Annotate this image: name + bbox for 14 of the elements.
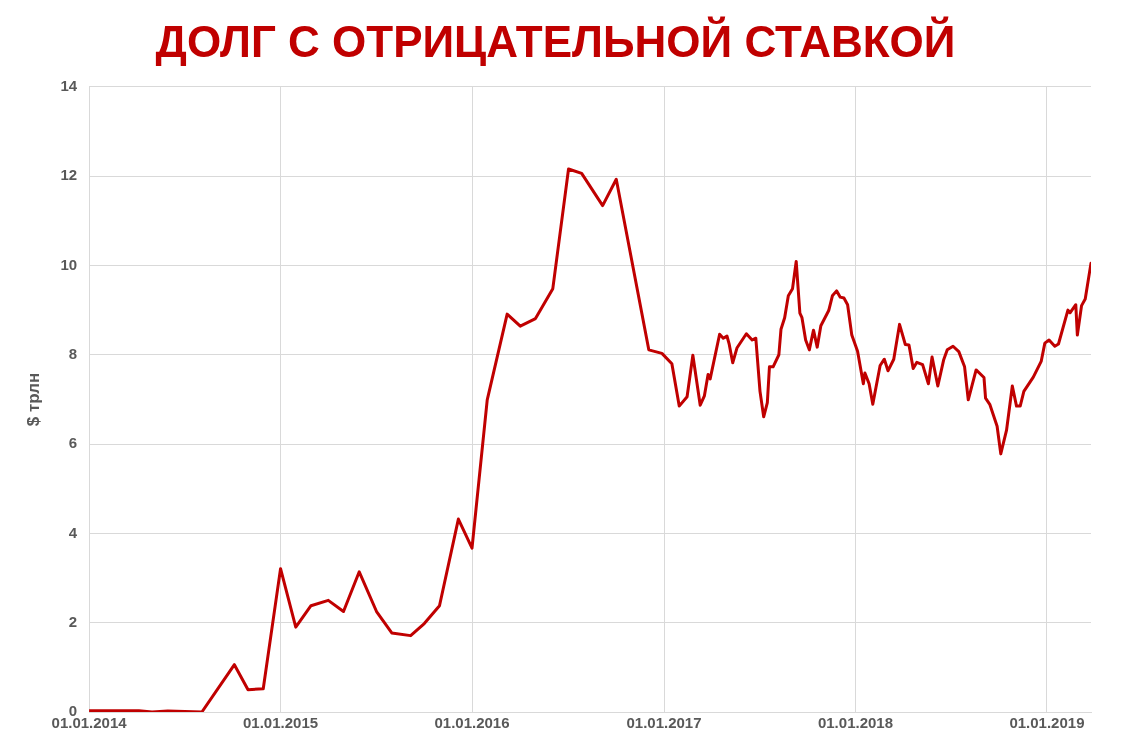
- x-tick-label: 01.01.2017: [626, 714, 702, 732]
- x-tick-label: 01.01.2016: [434, 714, 510, 732]
- y-tick-label: 12: [60, 166, 78, 184]
- x-tick-label: 01.01.2018: [817, 714, 894, 732]
- y-axis-title: $ трлн: [23, 372, 43, 427]
- chart-title: ДОЛГ С ОТРИЦАТЕЛЬНОЙ СТАВКОЙ: [155, 15, 956, 66]
- y-tick-label: 8: [68, 344, 78, 362]
- y-tick-label: 10: [60, 255, 78, 273]
- y-tick-label: 2: [68, 612, 78, 630]
- x-tick-label: 01.01.2015: [243, 714, 319, 732]
- y-tick-label: 6: [68, 434, 78, 452]
- x-tick-label: 01.01.2019: [1009, 714, 1085, 732]
- y-tick-label: 14: [60, 76, 78, 94]
- y-tick-label: 4: [68, 523, 78, 541]
